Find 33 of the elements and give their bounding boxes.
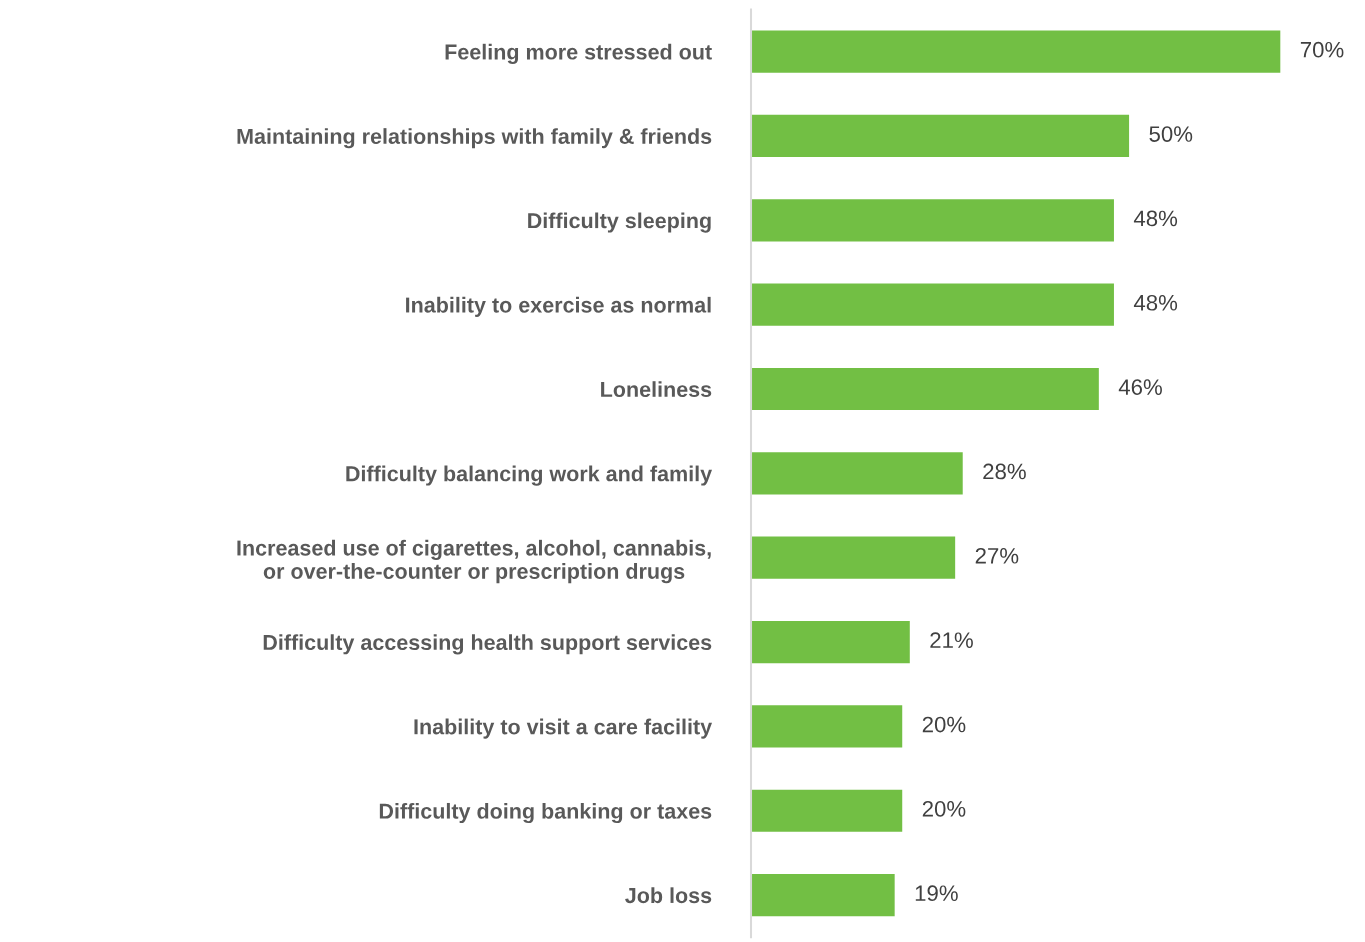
y-tick-label: Loneliness xyxy=(601,381,712,398)
bar xyxy=(751,452,963,495)
data-label: 28% xyxy=(983,463,1026,480)
y-tick-label: Difficulty doing banking or taxes xyxy=(379,802,712,824)
bar xyxy=(751,199,1114,242)
y-tick-label: Inability to visit a care facility xyxy=(414,718,713,739)
bar xyxy=(751,30,1281,73)
y-tick-label: Feeling more stressed out xyxy=(445,43,712,64)
bar xyxy=(751,536,956,579)
data-label: 46% xyxy=(1118,379,1162,395)
y-tick-label: Increased use of cigarettes, alcohol, cannabis, or over-the-counter or prescription drugs xyxy=(237,539,711,584)
bar xyxy=(751,283,1114,326)
data-label: 21% xyxy=(930,632,973,648)
data-label: 48% xyxy=(1133,210,1178,227)
y-tick-label: Difficulty balancing work and family xyxy=(346,465,713,486)
data-label: 20% xyxy=(922,716,966,733)
data-label: 48% xyxy=(1133,294,1178,311)
bar xyxy=(751,874,895,917)
bar xyxy=(751,367,1099,411)
y-tick-label: Difficulty sleeping xyxy=(528,212,711,233)
bar xyxy=(751,114,1130,158)
data-label: 27% xyxy=(975,547,1019,564)
data-label: 50% xyxy=(1149,126,1193,142)
bar xyxy=(751,789,903,832)
y-tick-label: Difficulty accessing health support services xyxy=(263,634,712,655)
data-label: 70% xyxy=(1300,41,1344,58)
bar xyxy=(751,705,903,748)
data-label: 19% xyxy=(915,885,958,902)
y-tick-label: Maintaining relationships with family & friends xyxy=(237,128,712,149)
y-tick-label: Job loss xyxy=(625,887,712,904)
data-label: 20% xyxy=(922,800,966,817)
y-tick-label: Inability to exercise as normal xyxy=(406,296,711,317)
bar xyxy=(751,620,910,664)
